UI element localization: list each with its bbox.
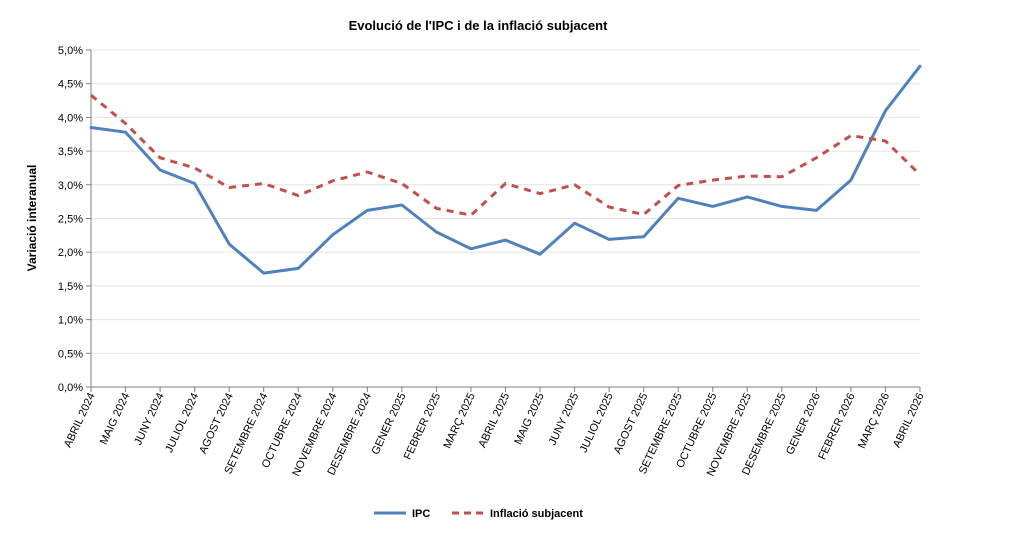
data-point-ipc [227, 242, 231, 246]
y-tick-label: 3,5% [58, 146, 83, 158]
data-point-inflacio-subjacent [262, 181, 266, 185]
data-point-inflacio-subjacent [918, 173, 922, 177]
data-point-ipc [814, 208, 818, 212]
legend-label: Inflació subjacent [490, 508, 583, 520]
data-point-inflacio-subjacent [434, 206, 438, 210]
data-point-inflacio-subjacent [469, 213, 473, 217]
data-point-ipc [538, 252, 542, 256]
data-point-ipc [469, 247, 473, 251]
x-tick-label: JULIOL 2025 [578, 391, 616, 454]
data-point-inflacio-subjacent [193, 166, 197, 170]
data-point-ipc [434, 230, 438, 234]
x-tick-label: MAIG 2024 [98, 391, 132, 446]
data-point-ipc [400, 203, 404, 207]
y-tick-label: 0,5% [58, 348, 83, 360]
x-tick-label: ABRIL 2024 [62, 391, 98, 449]
data-point-inflacio-subjacent [573, 183, 577, 187]
data-point-ipc [89, 126, 93, 130]
gridlines [91, 49, 920, 354]
data-point-ipc [365, 208, 369, 212]
y-axis-label: Variació interanual [25, 165, 39, 272]
x-tick-label: JUNY 2025 [547, 391, 582, 447]
x-tick-label: JULIOL 2024 [163, 391, 201, 454]
data-point-ipc [780, 204, 784, 208]
data-point-inflacio-subjacent [607, 205, 611, 209]
series-line-ipc [89, 64, 922, 275]
data-point-ipc [504, 238, 508, 242]
data-point-inflacio-subjacent [814, 156, 818, 160]
data-point-ipc [124, 130, 128, 134]
series-line-inflacio-subjacent [90, 94, 922, 217]
x-tick-label: FEBRER 2026 [816, 391, 857, 461]
data-point-inflacio-subjacent [89, 93, 93, 97]
data-point-inflacio-subjacent [158, 156, 162, 160]
data-point-inflacio-subjacent [296, 194, 300, 198]
y-tick-label: 0,0% [58, 382, 83, 394]
data-point-ipc [711, 204, 715, 208]
y-tick-label: 3,0% [58, 180, 83, 192]
x-tick-label: MARÇ 2026 [856, 391, 892, 450]
data-point-ipc [158, 168, 162, 172]
data-point-ipc [331, 233, 335, 237]
x-tick-label: GENER 2026 [784, 391, 823, 456]
data-point-ipc [642, 235, 646, 239]
data-point-ipc [193, 181, 197, 185]
data-point-inflacio-subjacent [642, 212, 646, 216]
x-tick-label: JUNY 2024 [132, 391, 167, 447]
data-point-ipc [573, 221, 577, 225]
legend: IPC Inflació subjacent [374, 508, 583, 520]
x-tick-label: MARÇ 2025 [441, 391, 477, 450]
data-point-inflacio-subjacent [365, 170, 369, 174]
x-tick-label: GENER 2025 [370, 391, 409, 456]
data-point-inflacio-subjacent [331, 179, 335, 183]
data-point-ipc [883, 109, 887, 113]
data-point-inflacio-subjacent [538, 192, 542, 196]
y-tick-label: 5,0% [58, 45, 83, 57]
data-point-inflacio-subjacent [400, 181, 404, 185]
data-point-inflacio-subjacent [883, 139, 887, 143]
x-tick-label: FEBRER 2025 [402, 391, 443, 461]
data-point-ipc [745, 195, 749, 199]
axes: 0,0% 0,5% 1,0% 1,5% 2,0% 2,5% 3,0% 3,5% 4,0% 4,5%… [58, 45, 927, 478]
data-point-ipc [607, 237, 611, 241]
data-point-inflacio-subjacent [504, 181, 508, 185]
data-point-inflacio-subjacent [780, 175, 784, 179]
x-tick-label: ABRIL 2026 [891, 391, 927, 449]
data-point-ipc [918, 64, 922, 68]
y-tick-label: 1,5% [58, 281, 83, 293]
data-point-inflacio-subjacent [676, 183, 680, 187]
chart-title: Evolució de l'IPC i de la inflació subja… [349, 18, 608, 33]
y-tick-label: 1,0% [58, 315, 83, 327]
y-tick-label: 4,5% [58, 79, 83, 91]
data-point-ipc [296, 266, 300, 270]
data-point-ipc [262, 271, 266, 275]
y-tick-label: 2,5% [58, 214, 83, 226]
data-point-ipc [849, 178, 853, 182]
data-point-inflacio-subjacent [745, 174, 749, 178]
data-point-ipc [676, 196, 680, 200]
x-tick-label: AGOST 2024 [197, 391, 236, 456]
x-tick-label: AGOST 2025 [612, 391, 651, 456]
series-lines [89, 64, 922, 275]
data-point-inflacio-subjacent [124, 121, 128, 125]
x-tick-label: ABRIL 2025 [476, 391, 512, 449]
y-tick-label: 4,0% [58, 112, 83, 124]
data-point-inflacio-subjacent [849, 134, 853, 138]
y-tick-label: 2,0% [58, 247, 83, 259]
legend-label: IPC [412, 508, 430, 520]
data-point-inflacio-subjacent [711, 178, 715, 182]
x-tick-label: MAIG 2025 [512, 391, 546, 446]
data-point-inflacio-subjacent [227, 185, 231, 189]
